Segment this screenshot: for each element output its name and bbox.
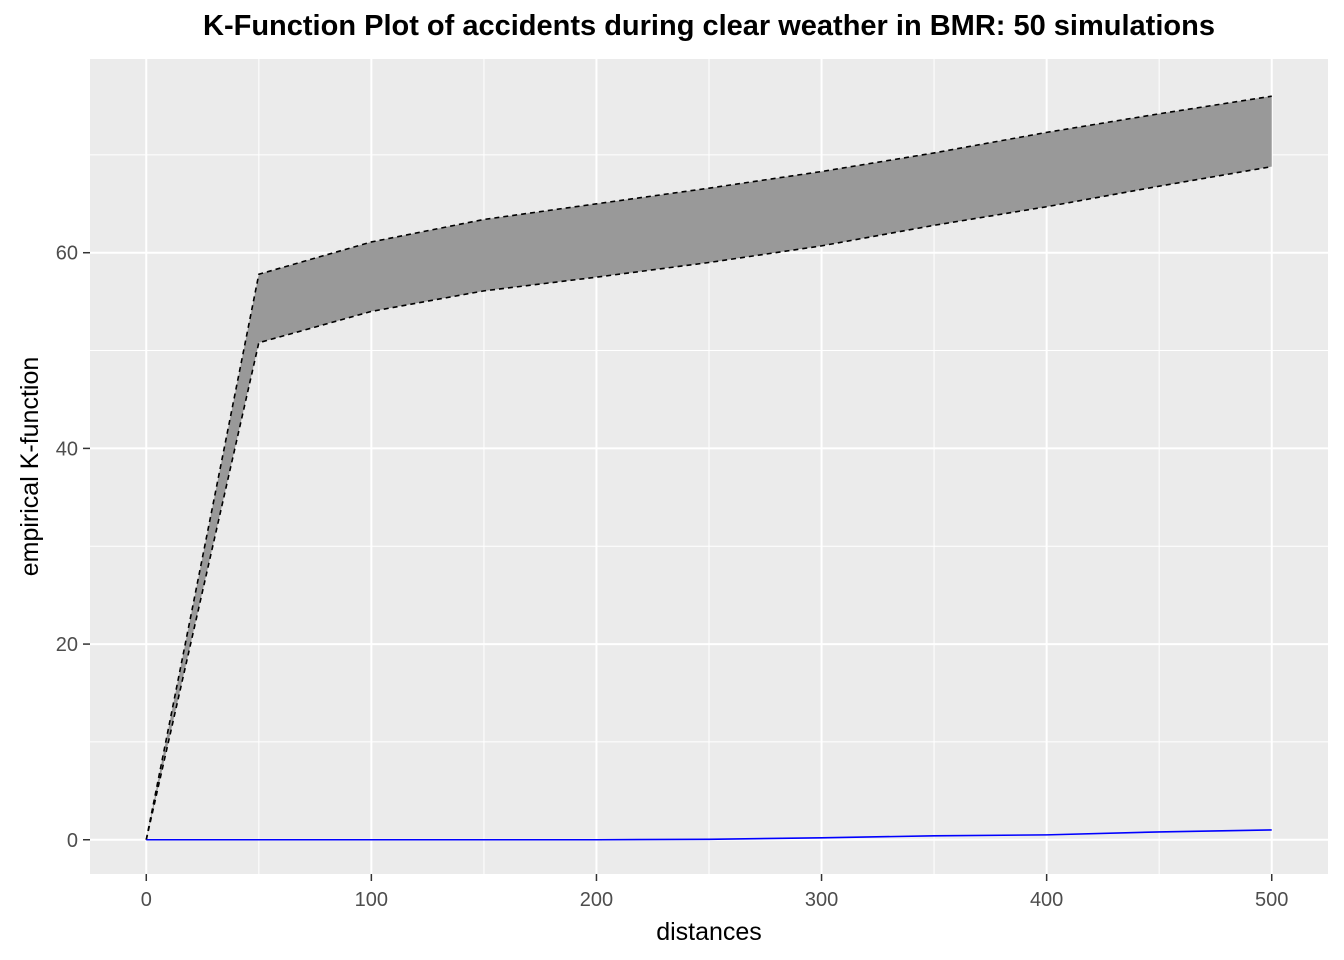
x-axis: 0 100 200 300 400 500 xyxy=(141,874,1288,911)
y-tick-label: 60 xyxy=(56,243,78,265)
x-tick-label: 200 xyxy=(580,889,613,911)
y-axis: 0 20 40 60 xyxy=(56,243,90,852)
envelope-upper-line xyxy=(145,95,1272,840)
y-tick-label: 20 xyxy=(56,634,78,656)
x-tick-label: 300 xyxy=(805,889,838,911)
envelope-lower-line xyxy=(145,165,1272,840)
x-tick-label: 400 xyxy=(1030,889,1063,911)
x-tick-label: 0 xyxy=(141,889,152,911)
x-tick-label: 500 xyxy=(1255,889,1288,911)
chart-title: K-Function Plot of accidents during clea… xyxy=(203,10,1215,42)
y-axis-title: empirical K-function xyxy=(16,357,44,577)
observed-k-function-line xyxy=(146,829,1272,841)
x-axis-title: distances xyxy=(656,918,762,946)
x-tick-label: 100 xyxy=(355,889,388,911)
simulation-envelope xyxy=(146,96,1272,840)
y-tick-label: 40 xyxy=(56,438,78,460)
y-tick-label: 0 xyxy=(67,830,78,852)
